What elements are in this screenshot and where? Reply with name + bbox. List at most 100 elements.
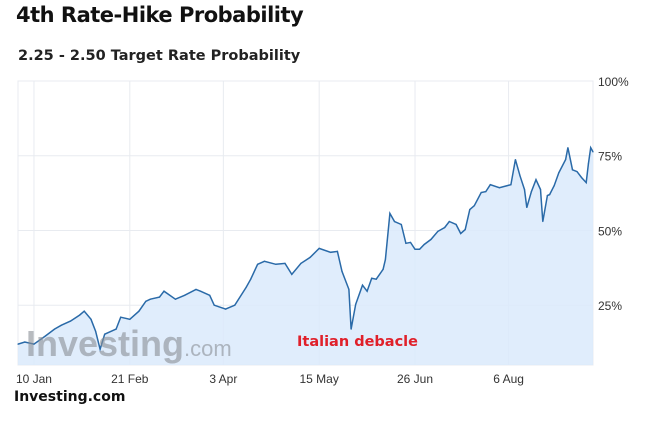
data-point (460, 232, 462, 235)
data-point (546, 194, 548, 197)
data-point (592, 151, 594, 153)
data-point (389, 212, 391, 215)
data-point (79, 314, 81, 316)
data-point (53, 328, 56, 330)
x-tick-label: 3 Apr (209, 372, 237, 386)
data-point (83, 310, 85, 312)
y-tick-label: 100% (598, 75, 629, 89)
data-point (145, 300, 147, 302)
data-point (199, 290, 202, 292)
data-point (213, 304, 215, 306)
data-point (393, 220, 396, 223)
data-point (300, 262, 302, 264)
data-point (549, 194, 551, 196)
data-point (590, 147, 592, 149)
annotation-italian-debacle: Italian debacle (297, 334, 418, 350)
data-point (535, 179, 537, 181)
chart-subtitle: 2.25 - 2.50 Target Rate Probability (18, 48, 301, 64)
x-tick-label: 10 Jan (16, 372, 52, 386)
data-point (350, 328, 352, 330)
data-point (414, 248, 416, 250)
y-tick-label: 75% (598, 150, 622, 164)
data-point (473, 205, 475, 207)
data-point (542, 220, 544, 223)
data-point (519, 175, 521, 177)
data-point (183, 294, 186, 296)
data-point (69, 320, 72, 322)
x-tick-label: 21 Feb (111, 372, 149, 386)
watermark-main: Investing (26, 323, 184, 364)
data-point (318, 247, 320, 250)
y-tick-labels: 25% 50% 75% 100% (598, 75, 629, 313)
data-point (275, 263, 277, 265)
data-point (361, 284, 364, 286)
page-title: 4th Rate-Hike Probability (16, 3, 304, 27)
x-tick-labels: 10 Jan 21 Feb 3 Apr 15 May 26 Jun 6 Aug (16, 372, 524, 386)
watermark: Investing.com (26, 323, 232, 364)
data-point (565, 159, 567, 161)
data-point (355, 303, 357, 305)
data-point (437, 230, 439, 232)
data-point (99, 348, 101, 350)
data-point (256, 263, 259, 265)
data-point (489, 184, 491, 186)
data-point (558, 172, 560, 174)
data-point (405, 242, 407, 244)
data-point (104, 333, 106, 335)
data-point (480, 191, 482, 194)
data-point (400, 223, 402, 226)
data-point (336, 250, 339, 252)
data-point (576, 170, 578, 173)
data-point (60, 324, 62, 326)
data-point (498, 187, 501, 189)
data-point (115, 328, 117, 330)
data-point (510, 184, 512, 186)
data-point (250, 278, 252, 280)
data-point (309, 256, 311, 258)
data-point (530, 191, 532, 193)
data-point (553, 185, 555, 187)
data-point (17, 343, 19, 345)
data-point (90, 318, 92, 320)
data-point (195, 288, 197, 290)
data-point (33, 343, 35, 345)
data-point (485, 191, 487, 193)
data-point (567, 147, 569, 149)
data-point (571, 169, 574, 171)
data-point (341, 270, 343, 273)
data-point (284, 262, 286, 264)
data-point (263, 260, 266, 262)
data-point (291, 273, 293, 276)
data-point (587, 163, 590, 165)
data-point (163, 290, 165, 292)
data-point (24, 341, 26, 343)
x-tick-label: 6 Aug (493, 372, 524, 386)
data-point (158, 296, 161, 298)
data-point (138, 310, 140, 312)
data-point (418, 248, 421, 250)
data-point (585, 182, 587, 184)
data-point (225, 308, 227, 310)
data-point (448, 220, 450, 223)
data-point (149, 298, 151, 300)
data-point (366, 290, 368, 292)
data-point (514, 159, 517, 161)
data-point (444, 226, 446, 229)
data-point (580, 176, 583, 179)
data-point (94, 330, 97, 332)
data-point (539, 188, 542, 191)
y-tick-label: 50% (598, 224, 622, 238)
data-point (174, 298, 177, 300)
data-point (526, 206, 528, 209)
x-tick-label: 15 May (300, 372, 339, 386)
data-point (44, 335, 46, 337)
data-point (523, 188, 526, 191)
data-point (120, 316, 122, 318)
data-point (375, 278, 377, 280)
data-point (129, 318, 131, 320)
data-point (245, 286, 247, 288)
data-point (382, 268, 384, 270)
source-label: Investing.com (14, 389, 126, 405)
data-point (430, 238, 432, 241)
